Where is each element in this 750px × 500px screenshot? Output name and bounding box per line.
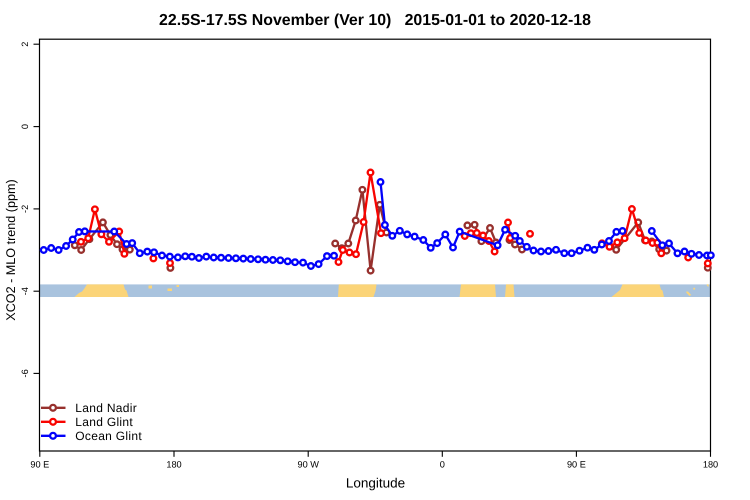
svg-text:180: 180 [166, 460, 181, 470]
svg-text:22.5S-17.5S November (Ver 10): 22.5S-17.5S November (Ver 10) 2015-01-01… [159, 12, 591, 29]
svg-text:0: 0 [440, 460, 445, 470]
svg-text:90 W: 90 W [297, 460, 319, 470]
svg-text:Land Nadir: Land Nadir [75, 401, 137, 415]
svg-text:-4: -4 [20, 287, 30, 295]
svg-text:0: 0 [20, 124, 30, 129]
svg-text:Ocean Glint: Ocean Glint [75, 429, 142, 443]
svg-text:-6: -6 [20, 369, 30, 377]
svg-text:90 E: 90 E [30, 460, 49, 470]
svg-text:-2: -2 [20, 205, 30, 213]
svg-text:XCO2 - MLO trend (ppm): XCO2 - MLO trend (ppm) [4, 179, 18, 320]
svg-text:180: 180 [703, 460, 718, 470]
svg-text:90 E: 90 E [567, 460, 586, 470]
svg-text:Land Glint: Land Glint [75, 415, 133, 429]
svg-text:2: 2 [20, 42, 30, 47]
svg-text:Longitude: Longitude [346, 476, 405, 491]
